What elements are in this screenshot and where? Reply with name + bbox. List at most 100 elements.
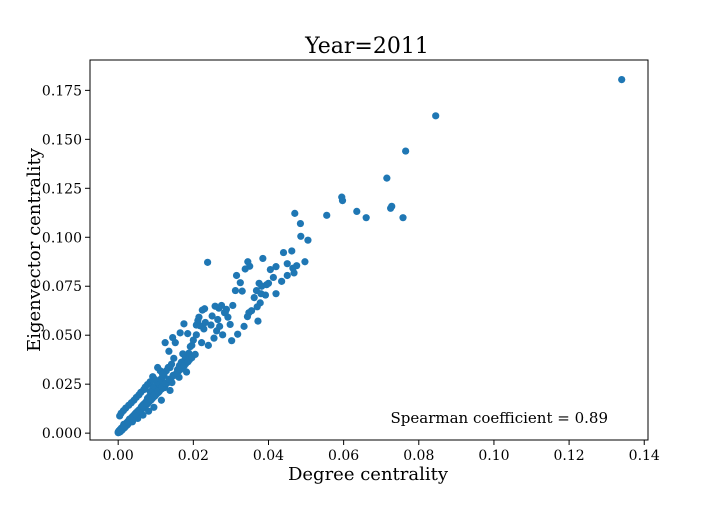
x-axis: 0.00 0.02 0.04 0.06 0.08 0.10 0.12 0.14 — [103, 440, 660, 464]
scatter-point — [180, 320, 188, 328]
scatter-point — [166, 386, 174, 395]
x-tick-label: 0.14 — [629, 448, 660, 464]
scatter-point — [194, 316, 202, 325]
y-axis: 0.000 0.025 0.050 0.075 0.100 0.125 0.150 0.175 — [42, 83, 90, 442]
scatter-point — [263, 281, 271, 289]
scatter-point — [241, 265, 249, 273]
scatter-point — [289, 264, 297, 272]
scatter-point — [213, 327, 221, 335]
scatter-point — [204, 258, 212, 266]
scatter-point — [301, 258, 309, 266]
x-axis-label: Degree centrality — [288, 464, 449, 485]
scatter-point — [283, 271, 291, 280]
scatter-point — [150, 403, 158, 411]
y-tick-label: 0.175 — [42, 83, 82, 99]
scatter-point — [296, 219, 305, 228]
scatter-point — [278, 277, 286, 285]
scatter-point — [161, 339, 169, 347]
scatter-point — [169, 333, 177, 342]
scatter-point — [279, 248, 288, 257]
scatter-point — [288, 247, 296, 255]
scatter-point — [234, 330, 242, 338]
scatter-point — [186, 342, 194, 351]
scatter-point — [291, 209, 299, 217]
scatter-point — [229, 301, 237, 310]
y-tick-label: 0.150 — [42, 132, 82, 148]
scatter-point — [304, 236, 312, 244]
scatter-point — [191, 350, 199, 359]
scatter-point — [261, 291, 270, 299]
scatter-point — [219, 331, 227, 339]
scatter-point — [208, 312, 216, 320]
scatter-point — [165, 347, 173, 355]
scatter-point — [179, 350, 187, 358]
scatter-point — [383, 174, 391, 182]
scatter-point — [272, 290, 280, 298]
scatter-point — [158, 370, 167, 378]
scatter-point — [266, 265, 274, 274]
scatter-point — [157, 396, 165, 404]
scatter-point — [201, 318, 209, 327]
plot-frame — [89, 59, 649, 441]
scatter-point — [432, 112, 440, 120]
scatter-point — [182, 368, 191, 376]
scatter-point — [253, 303, 261, 311]
scatter-point — [353, 207, 361, 216]
scatter-point — [176, 329, 184, 337]
scatter-point — [198, 339, 206, 347]
scatter-point — [192, 331, 200, 339]
scatter-point — [272, 263, 280, 271]
x-tick-label: 0.06 — [328, 448, 359, 464]
scatter-point — [232, 271, 241, 280]
y-tick-label: 0.100 — [42, 230, 82, 246]
scatter-point — [238, 287, 246, 295]
y-tick-label: 0.050 — [42, 328, 82, 344]
scatter-point — [204, 341, 212, 349]
scatter-point — [323, 211, 331, 219]
scatter-point — [254, 317, 262, 325]
scatter-point — [250, 293, 258, 302]
scatter-point — [200, 325, 208, 333]
x-tick-label: 0.02 — [178, 448, 209, 464]
scatter-point — [259, 254, 267, 263]
scatter-point — [362, 214, 370, 222]
scatter-point — [228, 337, 236, 345]
y-axis-label: Eigenvector centrality — [24, 147, 45, 352]
x-tick-label: 0.00 — [103, 448, 134, 464]
scatter-point — [269, 273, 277, 282]
scatter-point — [198, 306, 206, 314]
scatter-point — [236, 279, 244, 287]
y-tick-label: 0.025 — [42, 377, 82, 393]
y-tick-label: 0.000 — [42, 426, 82, 442]
scatter-point — [210, 334, 218, 342]
scatter-point — [231, 286, 240, 295]
scatter-point — [247, 307, 256, 315]
scatter-point — [243, 312, 252, 321]
chart-title: Year=2011 — [304, 34, 429, 59]
scatter-point — [211, 302, 219, 310]
scatter-point — [226, 320, 234, 329]
scatter-points — [114, 75, 626, 437]
x-tick-label: 0.08 — [403, 448, 434, 464]
scatter-point — [283, 260, 291, 268]
spearman-annotation: Spearman coefficient = 0.89 — [391, 409, 609, 427]
scatter-point — [240, 322, 248, 330]
scatter-point — [116, 412, 124, 420]
scatter-point — [402, 147, 410, 155]
scatter-point — [338, 197, 347, 205]
scatter-point — [214, 315, 222, 324]
x-tick-label: 0.12 — [554, 448, 585, 464]
x-tick-label: 0.04 — [253, 448, 284, 464]
scatter-point — [399, 214, 407, 222]
scatter-point — [220, 309, 229, 317]
x-tick-label: 0.10 — [478, 448, 509, 464]
scatter-point — [388, 202, 396, 210]
scatter-point — [207, 321, 215, 329]
y-tick-label: 0.125 — [42, 181, 82, 197]
scatter-point — [618, 75, 626, 84]
y-tick-label: 0.075 — [42, 279, 82, 295]
scatter-point — [145, 407, 153, 415]
scatter-point — [170, 354, 178, 362]
